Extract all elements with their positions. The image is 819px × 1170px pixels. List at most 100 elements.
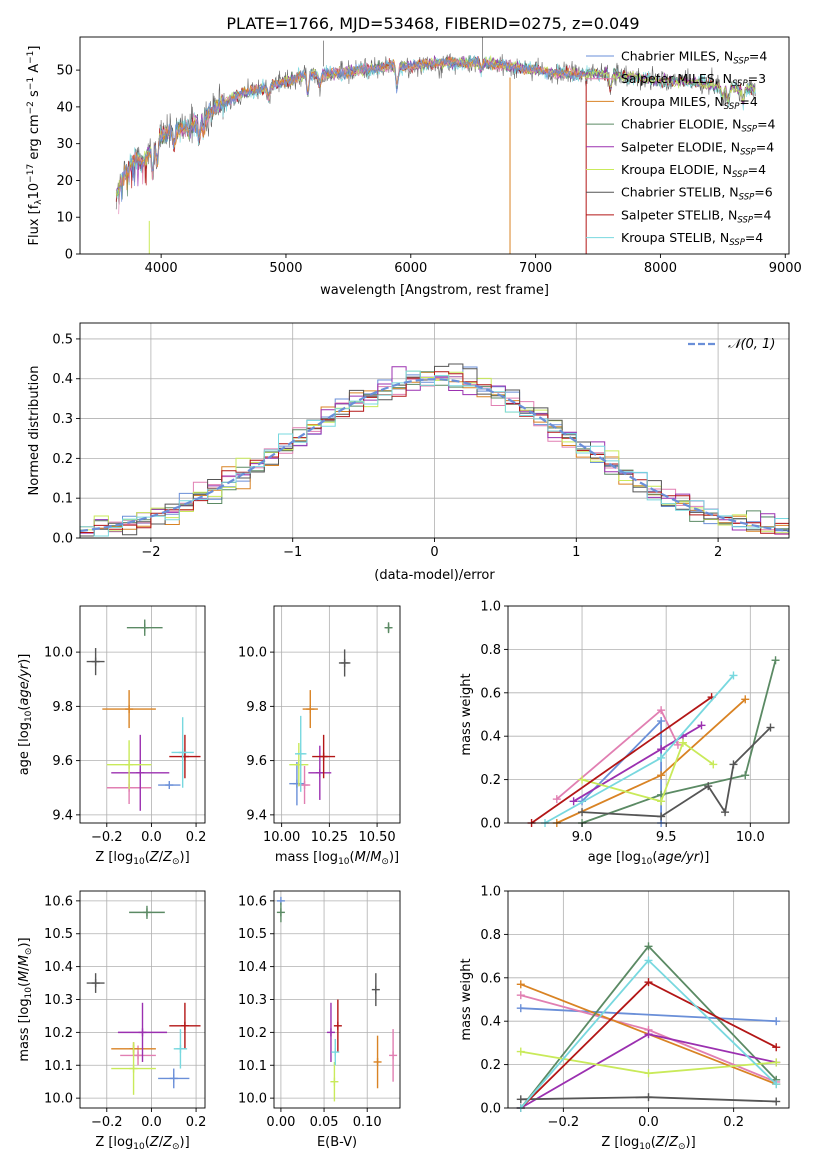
- y-tick-label: 10.0: [44, 646, 73, 661]
- x-tick-label: −0.2: [91, 830, 123, 845]
- y-tick-label: 0.1: [52, 492, 73, 507]
- y-tick-label: 10.3: [44, 993, 73, 1008]
- y-tick-label: 10.3: [238, 993, 267, 1008]
- y-tick-label: 0.4: [480, 730, 501, 745]
- y-tick-label: 10: [56, 211, 73, 226]
- axes-frame: [273, 605, 401, 824]
- y-tick-label: 0.8: [480, 928, 501, 943]
- x-tick-label: 10.50: [358, 830, 395, 845]
- x-tick-label: 4000: [145, 261, 178, 276]
- x-tick-label: 0.05: [310, 1115, 339, 1130]
- y-tick-label: 0: [65, 248, 73, 263]
- x-axis-label: Z [log10(Z/Z⊙)]: [95, 1135, 189, 1152]
- weight-line-salpeter-elodie: [573, 724, 702, 803]
- y-tick-label: 9.4: [246, 808, 267, 823]
- x-axis-label: wavelength [Angstrom, rest frame]: [320, 283, 549, 298]
- x-tick-label: −0.2: [548, 1115, 580, 1130]
- y-tick-label: 10.4: [44, 960, 73, 975]
- weight-line-salpeter-stelib: [531, 696, 713, 824]
- x-tick-label: 0.0: [638, 1115, 659, 1130]
- legend-entry: Salpeter MILES, NSSP=3: [621, 71, 766, 89]
- y-tick-label: 10.6: [44, 894, 73, 909]
- x-tick-label: 10.25: [311, 830, 348, 845]
- y-axis-label: mass [log10(M/M⊙)]: [17, 937, 34, 1061]
- y-tick-label: 0.5: [52, 332, 73, 347]
- y-tick-label: 9.6: [246, 754, 267, 769]
- histogram-kroupa-stelib: [79, 370, 789, 538]
- x-tick-label: 9.5: [656, 830, 677, 845]
- plot-area: [527, 656, 780, 827]
- x-axis-label: mass [log10(M/M⊙)]: [275, 850, 399, 867]
- y-tick-label: 10.0: [238, 1092, 267, 1107]
- x-axis-label: (data-model)/error: [374, 568, 495, 583]
- y-tick-label: 0.2: [480, 1058, 501, 1073]
- x-tick-label: 1: [572, 545, 580, 560]
- y-tick-label: 1.0: [480, 600, 501, 615]
- legend-entry: Salpeter STELIB, NSSP=4: [621, 207, 771, 225]
- y-tick-label: 10.2: [44, 1026, 73, 1041]
- x-tick-label: 0.0: [141, 830, 162, 845]
- weight-line-chabrier-elodie: [581, 660, 777, 824]
- plot-area: [289, 622, 393, 806]
- x-tick-label: 0: [430, 545, 438, 560]
- panel-age-vs-Z: −0.2 0.0 0.2 9.4 9.6 9.8 10.0 Z [log10(Z/Z⊙)] ag…: [17, 605, 206, 867]
- x-tick-label: 10.00: [263, 830, 300, 845]
- y-tick-label: 30: [56, 137, 73, 152]
- y-axis-label: Normed distribution: [27, 366, 42, 496]
- y-tick-label: 0.2: [480, 773, 501, 788]
- x-tick-label: 0.10: [353, 1115, 382, 1130]
- plot-area: [86, 905, 201, 1095]
- y-tick-label: 9.8: [52, 700, 73, 715]
- x-tick-label: 5000: [269, 261, 302, 276]
- panel-age-vs-mass: 10.00 10.25 10.50 9.4 9.6 9.8 10.0 mass [log10(…: [238, 605, 401, 867]
- y-tick-label: 1.0: [480, 885, 501, 900]
- axes-frame: [79, 605, 206, 824]
- y-tick-label: 10.0: [238, 646, 267, 661]
- x-tick-label: 0.2: [723, 1115, 744, 1130]
- axes-frame: [507, 605, 790, 824]
- legend: Chabrier MILES, NSSP=4 Salpeter MILES, NS…: [586, 49, 776, 248]
- x-tick-label: −1: [283, 545, 302, 560]
- weight-line-chabrier-miles: [520, 1007, 777, 1023]
- y-axis-label: age [log10(age/yr)]: [17, 654, 34, 776]
- legend-entry: 𝒩(0, 1): [728, 337, 775, 352]
- y-tick-label: 20: [56, 174, 73, 189]
- x-tick-label: 8000: [644, 261, 677, 276]
- x-tick-label: 9.0: [572, 830, 593, 845]
- y-tick-label: 0.0: [52, 532, 73, 547]
- legend-entry: Chabrier MILES, NSSP=4: [621, 49, 767, 67]
- y-tick-label: 10.5: [238, 927, 267, 942]
- y-axis-label: Flux [fλ10−17 erg cm−2 s−1 A−1]: [26, 46, 44, 246]
- x-tick-label: −0.2: [91, 1115, 123, 1130]
- x-tick-label: 0.00: [266, 1115, 295, 1130]
- y-tick-label: 10.4: [238, 960, 267, 975]
- y-axis-label: mass weight: [459, 673, 474, 755]
- y-tick-label: 10.2: [238, 1026, 267, 1041]
- x-axis-label: E(B-V): [317, 1135, 357, 1150]
- x-tick-label: 0.0: [141, 1115, 162, 1130]
- x-axis-label: Z [log10(Z/Z⊙)]: [95, 850, 189, 867]
- x-tick-label: 2: [714, 545, 722, 560]
- y-tick-label: 9.4: [52, 808, 73, 823]
- legend-entry: Kroupa ELODIE, NSSP=4: [621, 162, 766, 180]
- legend-entry: Chabrier STELIB, NSSP=6: [621, 185, 773, 203]
- y-tick-label: 0.8: [480, 643, 501, 658]
- weight-line-kroupa-elodie: [581, 741, 714, 803]
- y-axis-label: mass weight: [459, 958, 474, 1040]
- legend-entry: Chabrier ELODIE, NSSP=4: [621, 117, 776, 135]
- weight-line-chabrier-stelib: [581, 726, 772, 818]
- y-tick-label: 0.6: [480, 971, 501, 986]
- panel-weight-vs-age: 9.0 9.5 10.0 0.0 0.2 0.4 0.6 0.8 1.0 age [log10(a…: [459, 600, 790, 867]
- x-tick-label: −2: [141, 545, 160, 560]
- x-tick-label: 0.2: [186, 1115, 207, 1130]
- legend-entry: Kroupa STELIB, NSSP=4: [621, 230, 763, 248]
- panel-spectrum: 4000 5000 6000 7000 8000 9000 0 10 20 30 40 50 wavel…: [26, 36, 802, 298]
- y-tick-label: 0.4: [480, 1015, 501, 1030]
- y-tick-label: 0.0: [480, 1102, 501, 1117]
- y-tick-label: 9.6: [52, 754, 73, 769]
- x-axis-label: Z [log10(Z/Z⊙)]: [601, 1135, 695, 1152]
- panel-residuals: −2 −1 0 1 2 0.0 0.1 0.2 0.3 0.4 0.5 (data-model)/er…: [27, 322, 790, 583]
- y-tick-label: 0.0: [480, 817, 501, 832]
- y-tick-label: 10.6: [238, 894, 267, 909]
